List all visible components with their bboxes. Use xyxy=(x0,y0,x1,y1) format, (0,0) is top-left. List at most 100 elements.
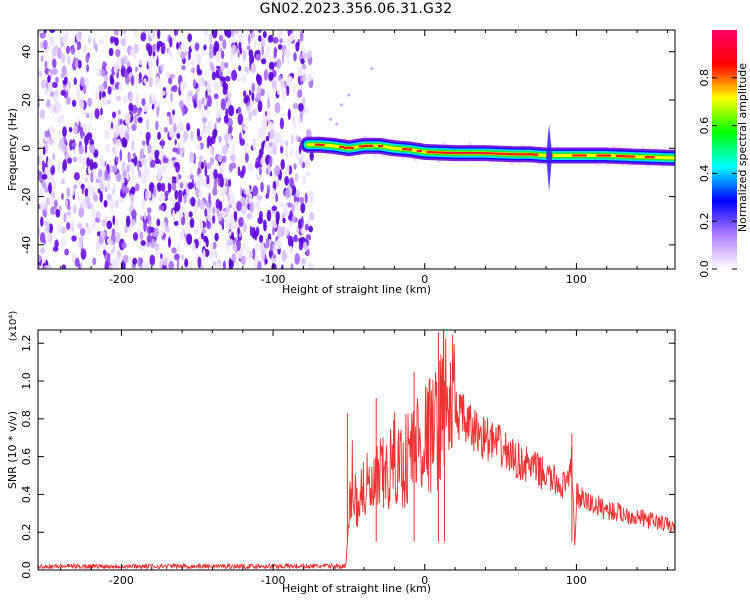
noise-speckle xyxy=(247,255,250,261)
noise-speckle xyxy=(267,97,270,110)
noise-speckle xyxy=(191,241,196,253)
noise-speckle xyxy=(80,133,84,140)
noise-speckle xyxy=(130,48,136,57)
noise-speckle xyxy=(138,130,143,136)
noise-speckle xyxy=(173,123,177,133)
noise-speckle xyxy=(98,235,104,245)
noise-speckle xyxy=(202,249,206,260)
noise-speckle xyxy=(67,205,71,211)
noise-speckle xyxy=(87,189,92,198)
noise-speckle xyxy=(86,157,91,167)
noise-speckle xyxy=(174,189,179,200)
noise-speckle xyxy=(58,205,62,211)
noise-speckle xyxy=(80,98,83,109)
noise-speckle xyxy=(286,85,290,97)
noise-speckle xyxy=(252,248,256,260)
noise-speckle xyxy=(257,100,263,113)
noise-speckle xyxy=(116,95,122,102)
noise-speckle xyxy=(120,177,125,184)
noise-speckle xyxy=(40,201,46,211)
noise-speckle xyxy=(52,68,58,75)
noise-speckle xyxy=(220,98,227,111)
colorbar xyxy=(712,30,737,269)
noise-speckle xyxy=(220,176,224,188)
noise-speckle xyxy=(289,177,294,188)
noise-speckle xyxy=(207,79,212,91)
noise-speckle xyxy=(240,196,247,204)
noise-speckle xyxy=(53,92,59,104)
noise-speckle xyxy=(133,114,138,126)
noise-speckle xyxy=(123,54,128,65)
noise-speckle xyxy=(49,125,53,133)
noise-speckle xyxy=(109,78,115,85)
noise-speckle xyxy=(39,188,43,198)
x-tick-label: -200 xyxy=(109,574,134,587)
noise-speckle xyxy=(188,211,193,218)
noise-speckle xyxy=(247,164,254,172)
noise-speckle xyxy=(123,68,128,79)
noise-speckle xyxy=(48,81,53,93)
noise-speckle xyxy=(99,90,102,101)
noise-speckle xyxy=(76,87,81,98)
noise-speckle xyxy=(38,70,43,77)
noise-speckle xyxy=(208,169,215,181)
noise-speckle xyxy=(169,36,173,48)
noise-speckle xyxy=(222,155,227,163)
noise-speckle xyxy=(291,134,294,145)
noise-speckle xyxy=(74,257,80,267)
noise-speckle xyxy=(57,116,62,124)
noise-speckle xyxy=(151,159,156,168)
noise-speckle xyxy=(174,139,177,146)
noise-speckle xyxy=(291,115,296,124)
noise-speckle xyxy=(235,108,239,114)
noise-speckle xyxy=(300,83,303,92)
noise-speckle xyxy=(110,122,114,129)
noise-speckle xyxy=(306,248,310,257)
noise-speckle xyxy=(239,138,245,146)
noise-speckle xyxy=(104,169,109,179)
noise-speckle xyxy=(137,160,140,172)
noise-speckle xyxy=(272,37,279,44)
snr-plot xyxy=(38,330,675,570)
noise-speckle xyxy=(285,153,289,160)
noise-speckle xyxy=(121,30,126,35)
y-tick-label: 0.2 xyxy=(20,523,33,541)
noise-speckle xyxy=(279,38,283,44)
noise-speckle xyxy=(112,36,116,42)
noise-speckle xyxy=(82,44,88,54)
noise-speckle xyxy=(44,142,49,154)
noise-speckle xyxy=(250,62,257,74)
noise-speckle xyxy=(135,92,140,103)
noise-speckle xyxy=(298,118,302,124)
noise-speckle xyxy=(155,120,159,131)
noise-speckle xyxy=(207,162,211,170)
noise-speckle xyxy=(283,226,289,237)
noise-speckle xyxy=(308,192,314,205)
noise-speckle xyxy=(70,46,76,55)
noise-speckle xyxy=(230,194,235,203)
y-tick-label: 0.8 xyxy=(20,410,33,428)
noise-speckle xyxy=(71,142,77,148)
noise-speckle xyxy=(179,147,186,154)
noise-speckle xyxy=(128,93,133,103)
noise-speckle xyxy=(206,220,212,230)
noise-speckle xyxy=(159,229,164,237)
noise-speckle xyxy=(292,236,299,243)
noise-speckle xyxy=(146,118,150,130)
noise-speckle xyxy=(276,217,280,226)
noise-speckle xyxy=(87,97,93,107)
noise-speckle xyxy=(177,242,181,255)
noise-speckle xyxy=(39,32,46,39)
noise-speckle xyxy=(121,242,127,249)
noise-speckle xyxy=(239,186,243,196)
noise-speckle xyxy=(83,123,88,134)
noise-speckle xyxy=(92,171,97,180)
noise-speckle xyxy=(166,111,171,117)
noise-speckle xyxy=(288,75,293,85)
noise-speckle xyxy=(103,200,108,208)
x-axis-label: Height of straight line (km) xyxy=(282,582,431,595)
noise-speckle xyxy=(104,74,109,83)
noise-speckle xyxy=(176,50,181,56)
noise-speckle xyxy=(210,240,214,250)
noise-speckle xyxy=(213,81,220,91)
